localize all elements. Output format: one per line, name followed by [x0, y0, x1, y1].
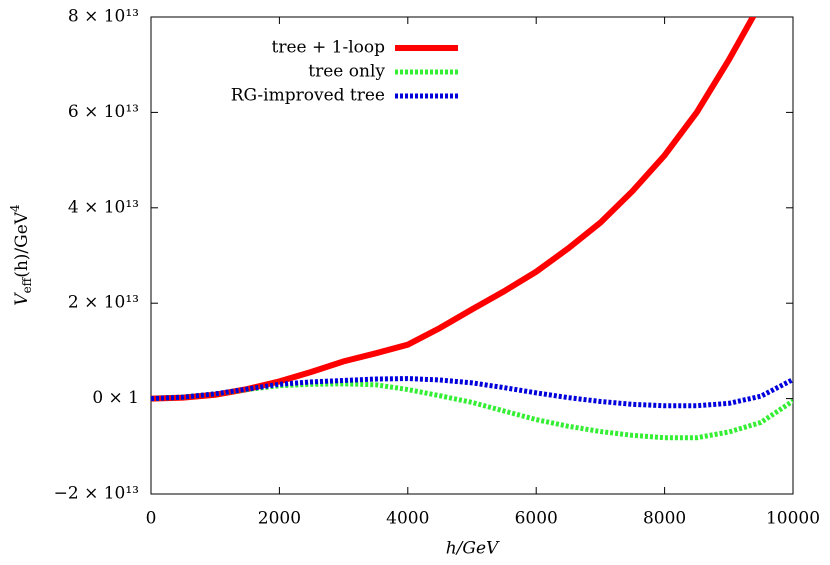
x-axis-label: h/GeV	[446, 539, 500, 559]
legend-label: tree + 1-loop	[272, 38, 386, 58]
y-tick-label: −2 × 10¹³	[54, 484, 139, 504]
plot-frame	[150, 16, 794, 495]
x-tick-label: 0	[146, 509, 157, 529]
y-tick-label: 2 × 10¹³	[68, 293, 139, 313]
y-axis-label: Veff(h)/GeV4	[8, 204, 34, 306]
y-label-mid: (h)/GeV	[12, 211, 32, 278]
y-label-sup: 4	[8, 204, 22, 212]
y-tick-label: 0 × 1	[92, 388, 139, 408]
x-tick-label: 6000	[515, 509, 558, 529]
series-line	[151, 376, 793, 409]
legend-label: RG-improved tree	[231, 86, 385, 106]
series-line	[151, 17, 757, 402]
series-line	[151, 381, 793, 441]
x-tick-label: 10000	[766, 509, 820, 529]
y-tick-label: 6 × 10¹³	[68, 102, 139, 122]
x-tick-label: 2000	[258, 509, 301, 529]
y-tick-label: 8 × 10¹³	[68, 7, 139, 27]
x-tick-label: 4000	[386, 509, 429, 529]
x-tick-label: 8000	[643, 509, 686, 529]
y-tick-label: 4 × 10¹³	[68, 197, 139, 217]
legend-label: tree only	[308, 62, 385, 82]
y-label-sub: eff	[20, 276, 34, 293]
y-label-base: V	[12, 292, 32, 306]
